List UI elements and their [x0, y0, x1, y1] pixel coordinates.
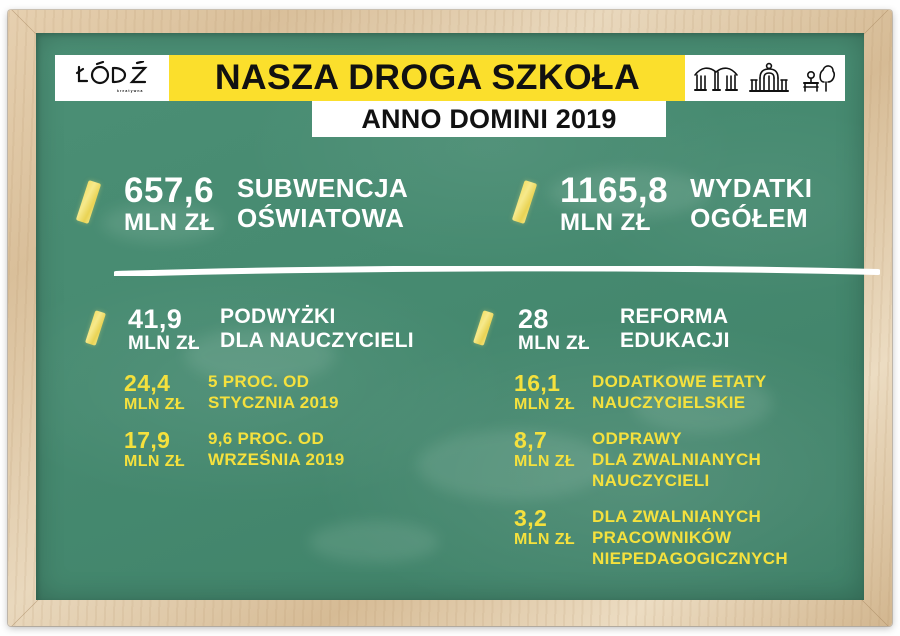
item-amount: 3,2 MLN ZŁ [514, 506, 592, 549]
item-text: 9,6 PROC. OD WRZEŚNIA 2019 [208, 428, 344, 470]
item-amount: 17,9 MLN ZŁ [124, 428, 208, 471]
item-value: 17,9 [124, 427, 171, 453]
section-unit: MLN ZŁ [518, 333, 591, 354]
page-subtitle: ANNO DOMINI 2019 [361, 103, 617, 134]
item-unit: MLN ZŁ [514, 531, 576, 548]
item-text-line2: STYCZNIA 2019 [208, 393, 339, 412]
stat-label-line2: OGÓŁEM [690, 203, 809, 233]
item-text-line3: NIEPEDAGOGICZNYCH [592, 549, 788, 568]
header-bar: kreatywna NASZA DROGA SZKOŁA [55, 55, 845, 101]
item-text-line3: NAUCZYCIELI [592, 471, 710, 490]
section-value: 28 [518, 304, 549, 334]
lodz-logo-subtext: kreatywna [117, 89, 144, 93]
item-text: ODPRAWY DLA ZWALNIANYCH NAUCZYCIELI [592, 428, 761, 491]
section-label: REFORMA EDUKACJI [620, 305, 730, 353]
section-unit: MLN ZŁ [128, 333, 201, 354]
item-text: 5 PROC. OD STYCZNIA 2019 [208, 371, 339, 413]
item-unit: MLN ZŁ [514, 396, 576, 413]
list-item-podwyzki-2: 17,9 MLN ZŁ 9,6 PROC. OD WRZEŚNIA 2019 [124, 428, 344, 471]
stat-label: SUBWENCJA OŚWIATOWA [237, 173, 408, 233]
section-podwyzki-dla-nauczycieli: 41,9 MLN ZŁ PODWYŻKI DLA NAUCZYCIELI [128, 305, 414, 355]
item-text-line2: DLA ZWALNIANYCH [592, 450, 762, 469]
item-unit: MLN ZŁ [124, 453, 186, 470]
stat-unit: MLN ZŁ [124, 209, 215, 236]
pavilion-landmark-icon [693, 67, 738, 91]
lodz-city-logo: kreatywna [55, 55, 169, 101]
chalk-tick-subwencja [75, 180, 102, 224]
chalkboard-surface: kreatywna NASZA DROGA SZKOŁA [36, 33, 881, 600]
stat-subwencja-oswiatowa: 657,6 MLN ZŁ SUBWENCJA OŚWIATOWA [124, 171, 408, 237]
item-amount: 8,7 MLN ZŁ [514, 428, 592, 471]
item-text-line2: WRZEŚNIA 2019 [208, 450, 345, 469]
list-item-podwyzki-1: 24,4 MLN ZŁ 5 PROC. OD STYCZNIA 2019 [124, 371, 339, 414]
stat-label: WYDATKI OGÓŁEM [690, 173, 812, 233]
item-value: 3,2 [514, 505, 548, 531]
stat-wydatki-ogolem: 1165,8 MLN ZŁ WYDATKI OGÓŁEM [560, 171, 812, 237]
section-value: 41,9 [128, 304, 183, 334]
main-title-band: NASZA DROGA SZKOŁA [169, 55, 685, 101]
section-label-line1: REFORMA [620, 305, 729, 328]
item-text: DODATKOWE ETATY NAUCZYCIELSKIE [592, 371, 766, 413]
item-text-line1: DODATKOWE ETATY [592, 372, 767, 391]
stat-value: 1165,8 [560, 171, 669, 210]
section-label-line2: EDUKACJI [620, 329, 730, 352]
tree-and-bench-icon [802, 65, 835, 92]
item-text-line2: PRACOWNIKÓW [592, 528, 732, 547]
item-text-line2: NAUCZYCIELSKIE [592, 393, 746, 412]
stat-label-line1: SUBWENCJA [236, 173, 409, 203]
lodz-logo-mark: kreatywna [75, 61, 148, 93]
item-amount: 16,1 MLN ZŁ [514, 371, 592, 414]
landmark-icons-panel [685, 55, 845, 101]
page-title: NASZA DROGA SZKOŁA [214, 58, 640, 97]
item-amount: 24,4 MLN ZŁ [124, 371, 208, 414]
section-label: PODWYŻKI DLA NAUCZYCIELI [220, 305, 414, 353]
item-unit: MLN ZŁ [124, 396, 186, 413]
chalk-tick-wydatki [511, 180, 538, 224]
list-item-reforma-1: 16,1 MLN ZŁ DODATKOWE ETATY NAUCZYCIELSK… [514, 371, 766, 414]
stat-unit: MLN ZŁ [560, 209, 651, 236]
building-facade-landmark-icon [749, 62, 789, 92]
chalk-tick-reforma [473, 310, 494, 346]
chalk-tick-podwyzki [85, 310, 106, 346]
item-value: 16,1 [514, 370, 561, 396]
section-reforma-edukacji: 28 MLN ZŁ REFORMA EDUKACJI [518, 305, 730, 355]
item-text-line1: 5 PROC. OD [208, 372, 310, 391]
item-text-line1: 9,6 PROC. OD [208, 429, 325, 448]
list-item-reforma-3: 3,2 MLN ZŁ DLA ZWALNIANYCH PRACOWNIKÓW N… [514, 506, 788, 569]
item-text: DLA ZWALNIANYCH PRACOWNIKÓW NIEPEDAGOGIC… [592, 506, 788, 569]
section-label-line1: PODWYŻKI [220, 305, 336, 328]
chalk-divider-line [113, 263, 881, 277]
stat-value: 657,6 [124, 171, 215, 210]
item-value: 24,4 [124, 370, 171, 396]
subtitle-band: ANNO DOMINI 2019 [312, 101, 666, 137]
stat-label-line1: WYDATKI [690, 173, 813, 203]
item-text-line1: DLA ZWALNIANYCH [592, 507, 762, 526]
item-value: 8,7 [514, 427, 548, 453]
section-label-line2: DLA NAUCZYCIELI [220, 329, 414, 352]
item-unit: MLN ZŁ [514, 453, 576, 470]
list-item-reforma-2: 8,7 MLN ZŁ ODPRAWY DLA ZWALNIANYCH NAUCZ… [514, 428, 761, 491]
item-text-line1: ODPRAWY [592, 429, 682, 448]
stat-label-line2: OŚWIATOWA [236, 203, 405, 233]
